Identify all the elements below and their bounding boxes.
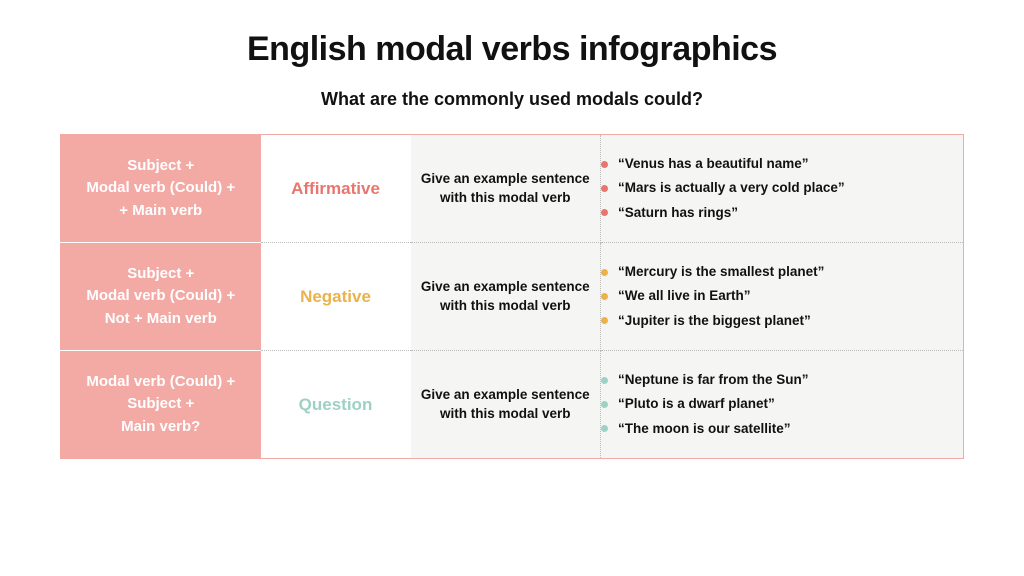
example-item: “We all live in Earth” bbox=[601, 284, 963, 308]
examples-cell: “Venus has a beautiful name”“Mars is act… bbox=[601, 135, 964, 243]
prompt-cell: Give an example sentence with this modal… bbox=[411, 351, 601, 459]
bullet-icon bbox=[601, 293, 608, 300]
page-subtitle: What are the commonly used modals could? bbox=[60, 89, 964, 110]
prompt-cell: Give an example sentence with this modal… bbox=[411, 135, 601, 243]
example-text: “Venus has a beautiful name” bbox=[618, 152, 809, 176]
example-item: “Saturn has rings” bbox=[601, 201, 963, 225]
example-text: “We all live in Earth” bbox=[618, 284, 751, 308]
bullet-icon bbox=[601, 161, 608, 168]
table-row: Modal verb (Could) +Subject +Main verb?Q… bbox=[61, 351, 964, 459]
example-text: “Saturn has rings” bbox=[618, 201, 738, 225]
example-text: “Pluto is a dwarf planet” bbox=[618, 392, 775, 416]
examples-cell: “Neptune is far from the Sun”“Pluto is a… bbox=[601, 351, 964, 459]
example-item: “The moon is our satellite” bbox=[601, 417, 963, 441]
bullet-icon bbox=[601, 425, 608, 432]
example-text: “Jupiter is the biggest planet” bbox=[618, 309, 811, 333]
type-cell: Negative bbox=[261, 243, 411, 351]
bullet-icon bbox=[601, 185, 608, 192]
bullet-icon bbox=[601, 377, 608, 384]
example-item: “Neptune is far from the Sun” bbox=[601, 368, 963, 392]
example-item: “Pluto is a dwarf planet” bbox=[601, 392, 963, 416]
example-text: “Mars is actually a very cold place” bbox=[618, 176, 845, 200]
example-text: “Neptune is far from the Sun” bbox=[618, 368, 809, 392]
modal-verbs-table: Subject +Modal verb (Could) ++ Main verb… bbox=[60, 134, 964, 459]
example-item: “Mars is actually a very cold place” bbox=[601, 176, 963, 200]
type-cell: Affirmative bbox=[261, 135, 411, 243]
example-text: “The moon is our satellite” bbox=[618, 417, 791, 441]
example-item: “Jupiter is the biggest planet” bbox=[601, 309, 963, 333]
example-text: “Mercury is the smallest planet” bbox=[618, 260, 824, 284]
example-item: “Mercury is the smallest planet” bbox=[601, 260, 963, 284]
example-item: “Venus has a beautiful name” bbox=[601, 152, 963, 176]
page-title: English modal verbs infographics bbox=[60, 30, 964, 69]
type-cell: Question bbox=[261, 351, 411, 459]
examples-cell: “Mercury is the smallest planet”“We all … bbox=[601, 243, 964, 351]
bullet-icon bbox=[601, 401, 608, 408]
structure-cell: Subject +Modal verb (Could) ++ Main verb bbox=[61, 135, 261, 243]
bullet-icon bbox=[601, 209, 608, 216]
structure-cell: Modal verb (Could) +Subject +Main verb? bbox=[61, 351, 261, 459]
table-row: Subject +Modal verb (Could) +Not + Main … bbox=[61, 243, 964, 351]
bullet-icon bbox=[601, 317, 608, 324]
structure-cell: Subject +Modal verb (Could) +Not + Main … bbox=[61, 243, 261, 351]
bullet-icon bbox=[601, 269, 608, 276]
prompt-cell: Give an example sentence with this modal… bbox=[411, 243, 601, 351]
table-row: Subject +Modal verb (Could) ++ Main verb… bbox=[61, 135, 964, 243]
